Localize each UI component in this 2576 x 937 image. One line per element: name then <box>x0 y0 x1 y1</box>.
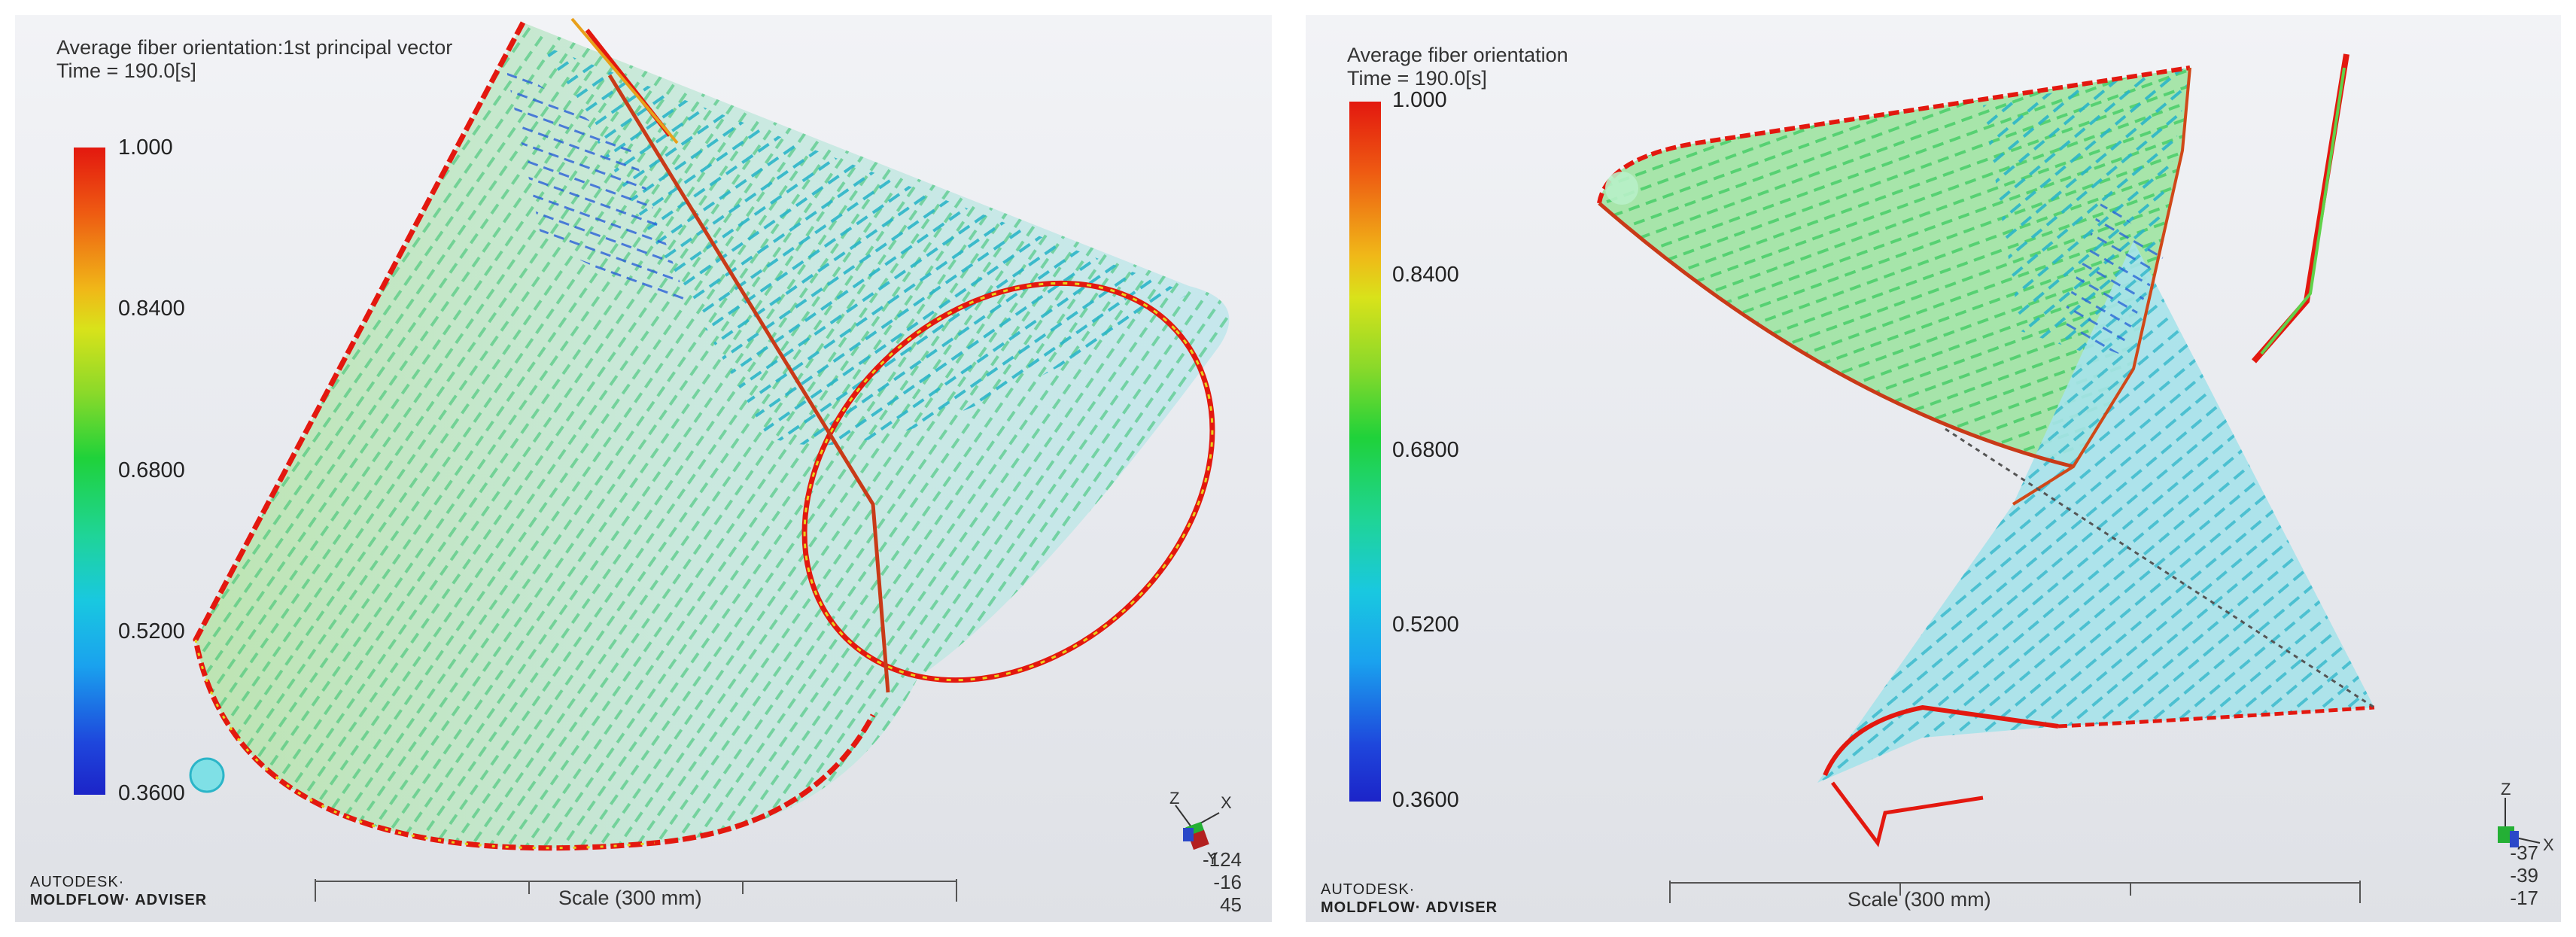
right-viewport[interactable]: Average fiber orientation Time = 190.0[s… <box>1306 15 2561 922</box>
axis-triad-icon[interactable]: Z X Y <box>1153 783 1243 881</box>
scale-bar <box>315 879 957 902</box>
scale-label: Scale (300 mm) <box>558 887 702 909</box>
scale-label: Scale (300 mm) <box>1848 888 1991 911</box>
axis-x-label: X <box>1221 793 1232 812</box>
legend-tick: 0.5200 <box>118 619 185 643</box>
left-viewport[interactable]: Average fiber orientation:1st principal … <box>15 15 1272 922</box>
legend-tick: 0.8400 <box>118 297 185 321</box>
brand-logo: AUTODESK· MOLDFLOW· ADVISER <box>1321 881 1498 916</box>
result-title: Average fiber orientation <box>1347 44 1568 66</box>
axis-z-label: Z <box>1169 789 1179 808</box>
legend-tick: 0.3600 <box>1392 788 1459 812</box>
gate-point <box>189 757 225 793</box>
right-cone-model <box>1597 53 2375 847</box>
view-coordinates: -37 -39 -17 <box>2510 841 2538 909</box>
left-cone-model <box>189 17 1230 851</box>
axis-triad-icon[interactable]: Z X <box>2471 768 2561 866</box>
legend-tick: 0.5200 <box>1392 613 1459 637</box>
legend-tick: 1.000 <box>118 135 173 160</box>
axis-z-label: Z <box>2501 780 2511 799</box>
legend-tick: 0.6800 <box>118 458 185 482</box>
legend-tick: 0.8400 <box>1392 263 1459 287</box>
gate-point <box>1605 172 1638 205</box>
scale-bar <box>1669 881 2361 903</box>
view-coordinates: -124 -16 45 <box>1202 848 1242 916</box>
axis-x-label: X <box>2543 835 2554 854</box>
right-header: Average fiber orientation Time = 190.0[s… <box>1347 44 1568 90</box>
color-legend-bar <box>74 148 105 795</box>
legend-tick: 0.6800 <box>1392 438 1459 462</box>
color-legend-bar <box>1349 102 1381 802</box>
time-label: Time = 190.0[s] <box>56 59 196 82</box>
brand-logo: AUTODESK· MOLDFLOW· ADVISER <box>30 874 208 908</box>
axis-y-label: Y <box>1207 849 1218 868</box>
runner-stick <box>2251 53 2349 364</box>
time-label: Time = 190.0[s] <box>1347 67 1487 90</box>
left-header: Average fiber orientation:1st principal … <box>56 36 452 83</box>
result-title: Average fiber orientation:1st principal … <box>56 36 453 59</box>
legend-tick: 1.000 <box>1392 88 1447 112</box>
legend-tick: 0.3600 <box>118 781 185 805</box>
